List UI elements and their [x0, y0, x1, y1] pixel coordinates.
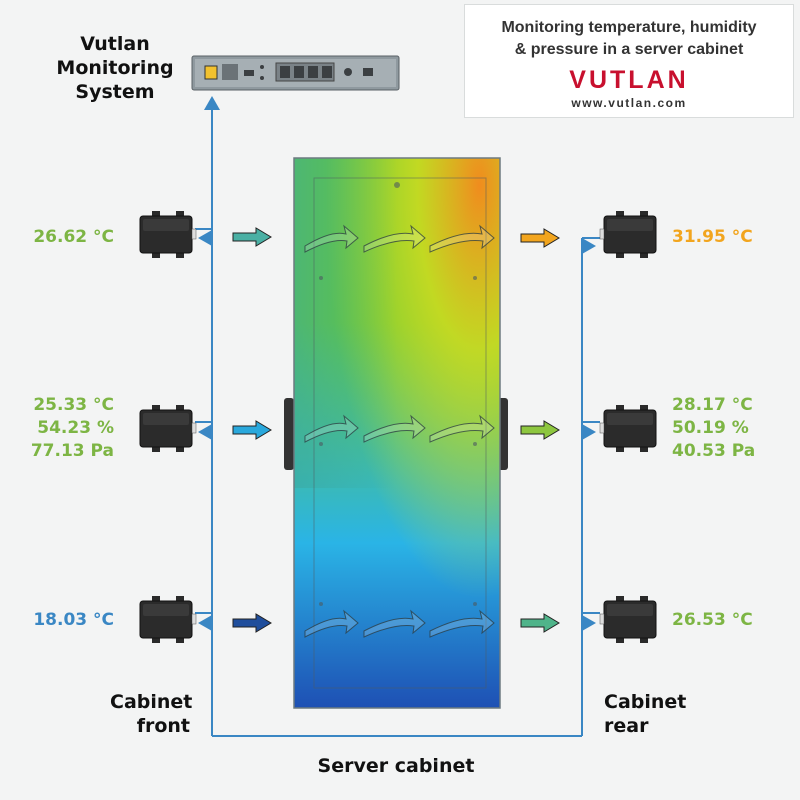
cabinet-rear-label: Cabinet rear [604, 690, 694, 738]
internal-airflow-arrows [304, 224, 495, 638]
temperature-front-top: 26.62 °C [33, 227, 114, 247]
pressure-front-middle: 77.13 Pa [30, 441, 114, 461]
monitoring-system-line3: System [75, 81, 155, 103]
monitoring-device [191, 55, 400, 91]
cabinet-front-label-line1: Cabinet [110, 691, 193, 713]
cabinet-rear-label-line1: Cabinet [604, 691, 687, 713]
reading-front-top: 26.62 °C [33, 226, 114, 249]
airflow-arrow-rear-top [520, 228, 560, 248]
logo-caption: Monitoring temperature, humidity & press… [465, 17, 793, 61]
reading-rear-top: 31.95 °C [672, 226, 753, 249]
temperature-front-middle: 25.33 °C [33, 395, 114, 415]
airflow-arrow-front-middle [232, 420, 272, 440]
humidity-front-middle: 54.23 % [37, 418, 114, 438]
monitoring-system-line1: Vutlan [80, 33, 150, 55]
reading-rear-middle: 28.17 °C 50.19 % 40.53 Pa [672, 394, 755, 463]
server-cabinet [284, 157, 508, 709]
internal-airflow-arrow-0-2 [429, 224, 495, 253]
logo-caption-line1: Monitoring temperature, humidity [501, 19, 757, 36]
brand-url[interactable]: www.vutlan.com [571, 96, 687, 110]
airflow-arrow-rear-middle [520, 420, 560, 440]
monitoring-system-title: Vutlan Monitoring System [40, 32, 190, 104]
sensor-ports-icon [275, 62, 335, 82]
temperature-rear-middle: 28.17 °C [672, 395, 753, 415]
cabinet-front-label-line2: front [136, 715, 190, 737]
monitoring-system-line2: Monitoring [56, 57, 174, 79]
internal-airflow-arrow-1-2 [429, 414, 495, 443]
sensor-front-top [139, 211, 197, 258]
sensor-rear-top [599, 211, 657, 258]
cabinet-front-label: Cabinet front [110, 690, 193, 738]
temperature-rear-top: 31.95 °C [672, 227, 753, 247]
airflow-arrow-front-bottom [232, 613, 272, 633]
sensor-front-middle [139, 405, 197, 452]
sensor-front-bottom [139, 596, 197, 643]
pressure-rear-middle: 40.53 Pa [672, 441, 756, 461]
sensor-boxes [139, 211, 657, 643]
sensor-rear-middle [599, 405, 657, 452]
logo-caption-line2: & pressure in a server cabinet [514, 41, 744, 58]
brand-logo: VUTLAN [569, 66, 689, 94]
reading-front-bottom: 18.03 °C [33, 609, 114, 632]
internal-airflow-arrow-0-0 [304, 224, 359, 253]
temperature-front-bottom: 18.03 °C [33, 610, 114, 630]
airflow-arrow-rear-bottom [520, 613, 560, 633]
internal-airflow-arrow-1-0 [304, 414, 359, 443]
ethernet-port-icon [222, 64, 238, 80]
device-port-icon [204, 65, 218, 80]
internal-airflow-arrow-2-0 [304, 609, 359, 638]
internal-airflow-arrow-2-2 [429, 609, 495, 638]
internal-airflow-arrow-0-1 [363, 224, 426, 253]
sensor-rear-bottom [599, 596, 657, 643]
cabinet-front-handle [284, 398, 294, 470]
sensor-wiring [195, 96, 600, 737]
airflow-arrow-front-top [232, 227, 272, 247]
reading-front-middle: 25.33 °C 54.23 % 77.13 Pa [31, 394, 114, 463]
server-cabinet-label: Server cabinet [317, 755, 475, 777]
cabinet-rear-label-line2: rear [604, 715, 649, 737]
internal-airflow-arrow-1-1 [363, 414, 426, 443]
vutlan-logo-box: Monitoring temperature, humidity & press… [464, 4, 794, 118]
temperature-rear-bottom: 26.53 °C [672, 610, 753, 630]
reading-rear-bottom: 26.53 °C [672, 609, 753, 632]
airflow-arrows [232, 227, 560, 633]
internal-airflow-arrow-2-1 [363, 609, 426, 638]
humidity-rear-middle: 50.19 % [672, 418, 749, 438]
